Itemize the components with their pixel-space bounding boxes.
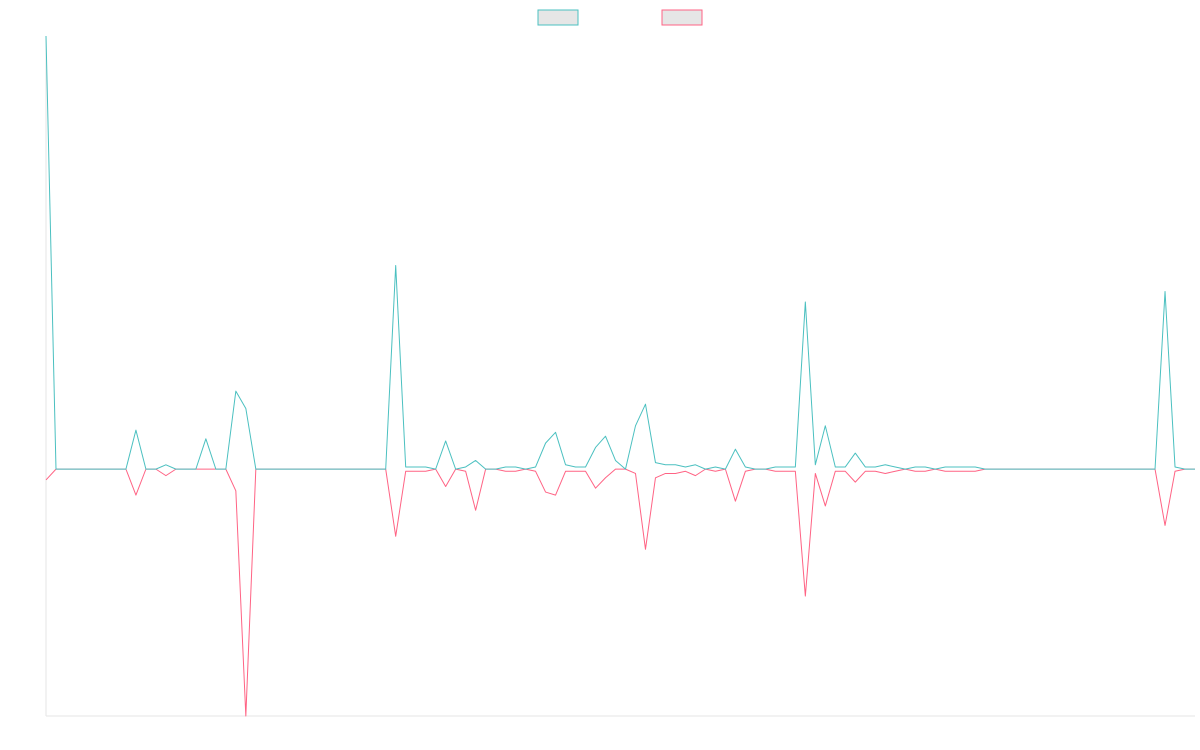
data-line bbox=[45, 468, 1195, 717]
legend-swatch bbox=[661, 9, 703, 26]
legend-swatch bbox=[537, 9, 579, 26]
data-line bbox=[45, 35, 1195, 470]
